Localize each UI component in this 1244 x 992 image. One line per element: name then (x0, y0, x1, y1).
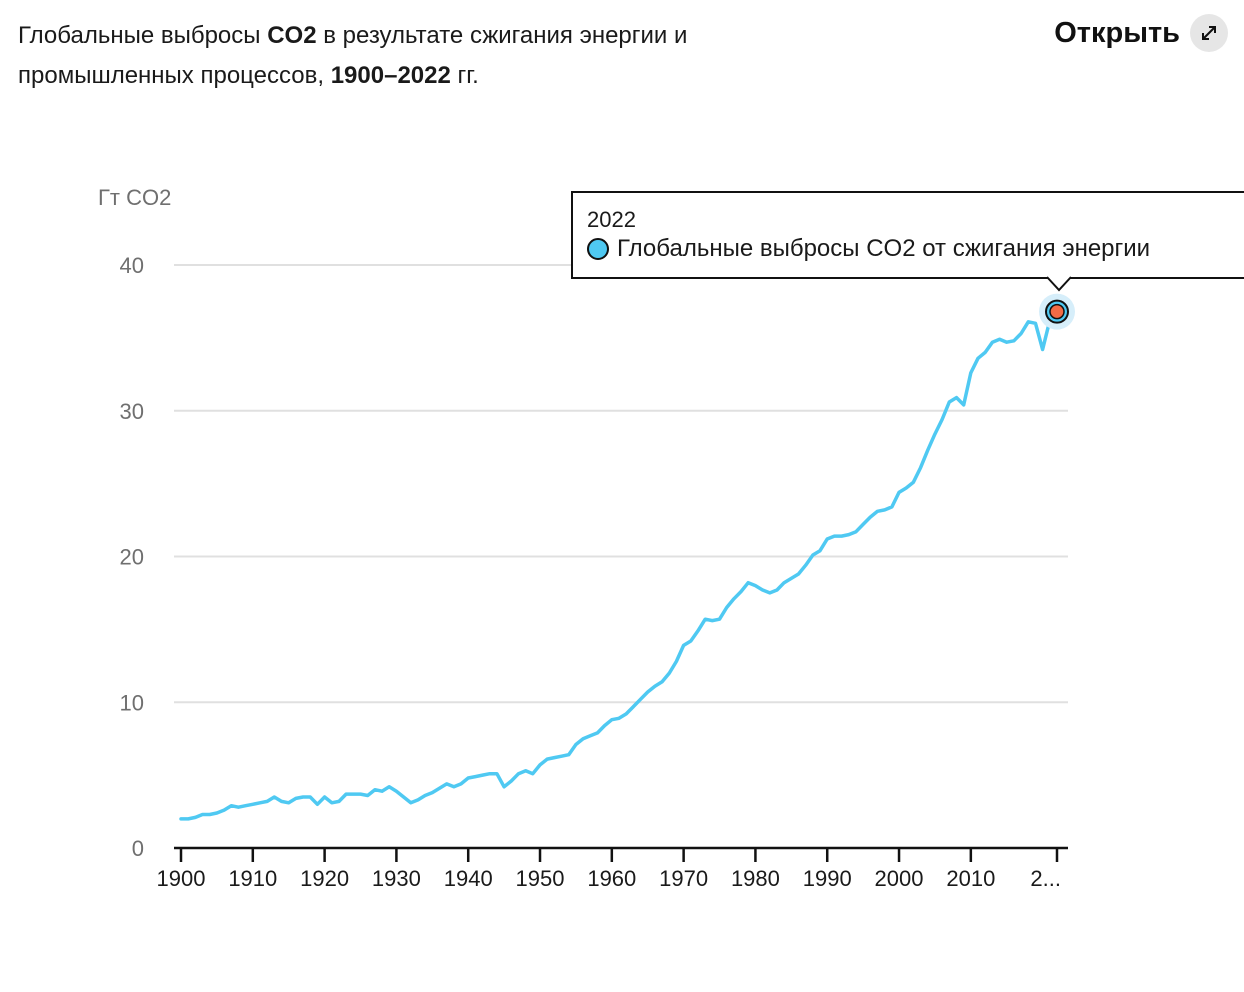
highlight-point[interactable] (1049, 303, 1065, 320)
title-part: в результате сжигания энергии и промышле… (18, 22, 688, 89)
tooltip-series-row: Глобальные выбросы CO2 от сжигания энерг… (587, 235, 1150, 263)
y-axis-label: Гт CO2 (98, 185, 171, 210)
title-part: 1900–2022 (330, 62, 451, 89)
series-line[interactable] (179, 309, 1059, 821)
x-tick-label: 1930 (372, 866, 421, 891)
x-tick-label: 1970 (659, 866, 708, 891)
x-tick-label: 2000 (875, 866, 924, 891)
gridlines (174, 264, 1068, 704)
x-tick-label: 1940 (444, 866, 493, 891)
y-tick-label: 0 (132, 836, 144, 861)
y-tick-label: 30 (120, 399, 144, 424)
tooltip-pointer-icon (1046, 276, 1072, 292)
tooltip-series-dot-icon (587, 238, 609, 260)
y-axis-ticks: 0 10 20 30 40 (120, 253, 144, 861)
y-tick-label: 20 (120, 545, 144, 570)
x-tick-label: 1990 (803, 866, 852, 891)
x-tick-label: 2010 (946, 866, 995, 891)
x-tick-label: 2... (1030, 866, 1061, 891)
open-label: Открыть (1054, 16, 1180, 49)
x-tick-label: 1900 (157, 866, 206, 891)
x-tick-label: 1910 (228, 866, 277, 891)
chart-title: Глобальные выбросы CO2 в результате сжиг… (18, 16, 818, 96)
title-part: CO2 (267, 22, 317, 49)
title-part: гг. (450, 62, 479, 89)
tooltip: 2022 Глобальные выбросы CO2 от сжигания … (571, 191, 1244, 279)
open-button[interactable]: Открыть (1054, 14, 1228, 52)
tooltip-series-label: Глобальные выбросы CO2 от сжигания энерг… (617, 235, 1151, 262)
highlight-point-group (1039, 293, 1075, 330)
x-tick-label: 1980 (731, 866, 780, 891)
y-tick-label: 10 (120, 690, 144, 715)
x-tick-label: 1960 (587, 866, 636, 891)
y-tick-label: 40 (120, 253, 144, 278)
expand-icon[interactable] (1190, 14, 1228, 52)
x-tick-label: 1950 (516, 866, 565, 891)
title-part: , (317, 62, 331, 89)
x-axis: 1900 1910 1920 1930 1940 1950 1960 1970 1980 1990… (157, 846, 1068, 891)
title-part: Глобальные выбросы (18, 22, 268, 49)
x-tick-label: 1920 (300, 866, 349, 891)
tooltip-year: 2022 (587, 207, 636, 232)
